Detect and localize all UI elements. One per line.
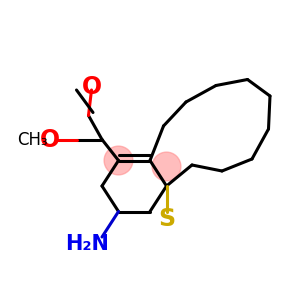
Circle shape xyxy=(104,146,133,175)
Text: CH₃: CH₃ xyxy=(17,130,48,148)
Text: H₂N: H₂N xyxy=(65,235,109,254)
Text: O: O xyxy=(81,75,102,99)
Circle shape xyxy=(152,152,181,181)
Text: O: O xyxy=(40,128,61,152)
Text: S: S xyxy=(158,207,175,231)
